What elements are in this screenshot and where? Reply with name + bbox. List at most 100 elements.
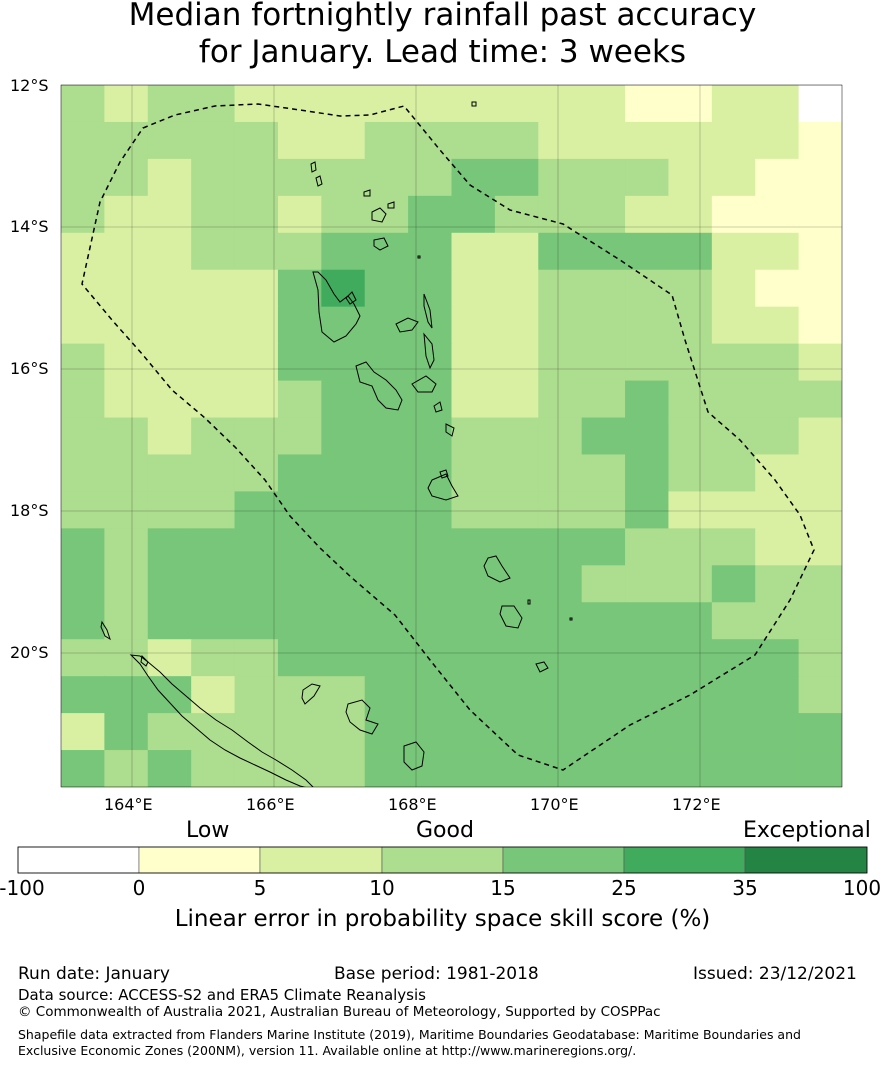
- grid-cell: [61, 528, 105, 566]
- grid-cell: [321, 85, 366, 123]
- copyright: © Commonwealth of Australia 2021, Austra…: [18, 1004, 661, 1020]
- grid-cell: [668, 676, 713, 714]
- lon-label-172e: 172°E: [672, 795, 721, 814]
- malekula-outline: [355, 361, 403, 411]
- grid-cell: [191, 380, 236, 419]
- grid-cell: [364, 121, 409, 160]
- grid-cell: [755, 750, 800, 787]
- grid-cell: [581, 306, 626, 345]
- grid-cell: [538, 195, 583, 234]
- grid-cell: [451, 195, 496, 234]
- grid-cell: [538, 380, 583, 419]
- grid-cell: [711, 528, 756, 566]
- grid-cell: [191, 602, 236, 640]
- grid-cell: [321, 306, 366, 345]
- grid-cell: [798, 158, 842, 197]
- grid-cell: [234, 417, 279, 456]
- grid-cell: [798, 85, 842, 123]
- grid-cell: [234, 269, 279, 308]
- grid-cell: [191, 417, 236, 456]
- grid-cell: [451, 417, 496, 456]
- grid-cell: [711, 713, 756, 751]
- grid-cell: [147, 528, 192, 566]
- ambae-outline: [395, 317, 419, 333]
- grid-cell: [581, 750, 626, 787]
- grid-cell: [711, 121, 756, 160]
- grid-cell: [364, 750, 409, 787]
- grid-cell: [798, 750, 842, 787]
- grid-cell: [104, 676, 149, 714]
- grid-cell: [147, 232, 192, 271]
- grid-cell: [842, 233, 885, 271]
- grid-cell: [364, 232, 409, 271]
- ouvea-outline: [301, 683, 321, 705]
- grid-cell: [755, 528, 800, 566]
- lon-label-168e: 168°E: [388, 795, 437, 814]
- grid-cell: [191, 676, 236, 714]
- grid-cell: [538, 232, 583, 271]
- grid-cell: [277, 380, 322, 419]
- grid-cell: [451, 454, 496, 493]
- grid-cell: [581, 491, 626, 529]
- grid-cell: [104, 380, 149, 419]
- grid-cell: [61, 343, 105, 382]
- grid-cell: [191, 528, 236, 566]
- grid-cell: [61, 121, 105, 160]
- grid-cell: [408, 380, 453, 419]
- grid-cell: [755, 85, 800, 123]
- colorbar-tick: 0: [132, 876, 146, 900]
- grid-cell: [451, 491, 496, 529]
- grid-cell: [842, 270, 885, 308]
- lat-label-16s: 16°S: [10, 359, 49, 378]
- grid-cell: [277, 195, 322, 234]
- grid-cell: [581, 121, 626, 160]
- grid-cell: [798, 232, 842, 271]
- grid-cell: [494, 121, 539, 160]
- grid-cell: [277, 676, 322, 714]
- grid-cell: [581, 343, 626, 382]
- grid-cell: [321, 491, 366, 529]
- grid-cell: [755, 195, 800, 234]
- grid-cell: [494, 380, 539, 419]
- colorbar-tick: -100: [0, 876, 45, 900]
- grid-cell: [798, 121, 842, 160]
- grid-cell: [408, 417, 453, 456]
- grid-cell: [494, 195, 539, 234]
- grid-cell: [364, 491, 409, 529]
- grid-cell: [798, 269, 842, 308]
- grid-cell: [61, 602, 105, 640]
- grid-cell: [494, 491, 539, 529]
- grid-cell: [451, 343, 496, 382]
- shapefile-credit: Shapefile data extracted from Flanders M…: [18, 1027, 801, 1058]
- epi-outline: [433, 401, 443, 413]
- grid-cell: [668, 417, 713, 456]
- grid-cell: [191, 269, 236, 308]
- grid-cell: [277, 269, 322, 308]
- land-outlines: [100, 101, 573, 787]
- colorbar-tick: 5: [253, 876, 267, 900]
- grid-cell: [191, 158, 236, 197]
- grid-cell: [191, 195, 236, 234]
- grid-cell: [147, 750, 192, 787]
- grid-cell: [668, 602, 713, 640]
- mare-outline: [403, 741, 425, 771]
- grid-cell: [321, 676, 366, 714]
- grid-cell: [581, 676, 626, 714]
- grid-cell: [234, 750, 279, 787]
- grid-cell: [147, 713, 192, 751]
- grid-cell: [494, 565, 539, 603]
- grid-cell: [321, 750, 366, 787]
- grid-cell: [364, 602, 409, 640]
- grid-cell: [408, 343, 453, 382]
- grid-cell: [538, 602, 583, 640]
- grid-cell: [494, 343, 539, 382]
- grid-cell: [234, 158, 279, 197]
- map-title-line2: for January. Lead time: 3 weeks: [198, 34, 687, 70]
- colorbar-tick: 15: [490, 876, 516, 900]
- grid-cell: [104, 269, 149, 308]
- grid-cell: [798, 713, 842, 751]
- grid-cell: [277, 750, 322, 787]
- colorbar-swatch: [744, 846, 868, 874]
- grid-cell: [408, 491, 453, 529]
- grid-cell: [104, 602, 149, 640]
